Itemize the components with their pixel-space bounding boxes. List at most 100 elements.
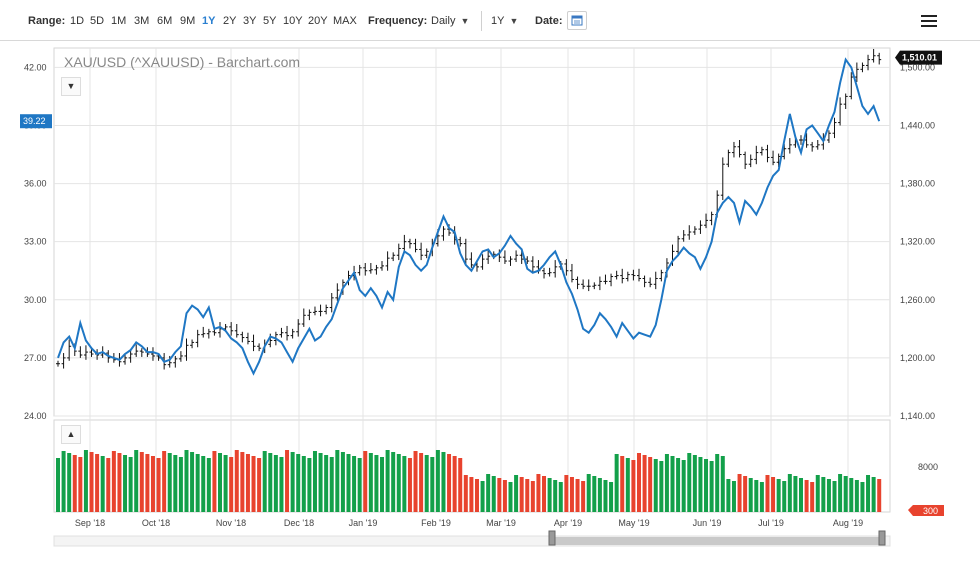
volume-bar xyxy=(458,458,463,512)
volume-bar xyxy=(491,476,496,512)
volume-bar xyxy=(737,474,742,512)
range-9m[interactable]: 9M xyxy=(180,15,196,27)
y-right-tick-label: 1,500.00 xyxy=(900,62,935,72)
date-label: Date: xyxy=(535,15,563,27)
range-3y[interactable]: 3Y xyxy=(243,15,257,27)
volume-bar xyxy=(525,479,530,512)
volume-bar xyxy=(776,479,781,512)
volume-bar xyxy=(731,481,736,512)
volume-bar xyxy=(759,482,764,512)
volume-bar xyxy=(575,479,580,512)
plot-area xyxy=(53,47,891,417)
volume-bar xyxy=(447,454,452,512)
volume-bar xyxy=(782,481,787,512)
volume-bar xyxy=(128,457,133,512)
range-1m[interactable]: 1M xyxy=(111,15,127,27)
volume-bar xyxy=(190,452,195,512)
volume-bar xyxy=(145,454,150,512)
volume-bar xyxy=(67,453,72,512)
volume-bar xyxy=(743,476,748,512)
volume-bar xyxy=(357,458,362,512)
volume-bar xyxy=(474,479,479,512)
volume-bar xyxy=(435,450,440,512)
volume-bar xyxy=(810,482,815,512)
volume-bar xyxy=(798,478,803,512)
range-20y[interactable]: 20Y xyxy=(308,15,328,27)
volume-bar xyxy=(838,474,843,512)
volume-bar xyxy=(173,455,178,512)
volume-bar xyxy=(251,456,256,512)
volume-bar xyxy=(653,459,658,512)
volume-bar xyxy=(206,458,211,512)
hamburger-menu-icon[interactable] xyxy=(921,15,937,30)
x-tick-label: Jan '19 xyxy=(349,518,378,528)
range-1y[interactable]: 1Y xyxy=(202,15,216,27)
period-value: 1Y xyxy=(491,15,505,27)
volume-bar xyxy=(430,457,435,512)
frequency-value: Daily xyxy=(431,15,456,27)
volume-bar xyxy=(262,451,267,512)
range-10y[interactable]: 10Y xyxy=(283,15,303,27)
volume-bar xyxy=(245,454,250,512)
volume-bar xyxy=(441,452,446,512)
volume-bar xyxy=(346,454,351,512)
volume-bar xyxy=(340,452,345,512)
volume-bar xyxy=(519,477,524,512)
collapse-panel-button[interactable]: ▼ xyxy=(61,77,81,96)
volume-bar xyxy=(463,475,468,512)
calendar-icon xyxy=(571,15,583,26)
volume-bar xyxy=(363,451,368,512)
volume-bar xyxy=(547,478,552,512)
volume-bar xyxy=(385,450,390,512)
volume-bar xyxy=(162,451,167,512)
volume-bar xyxy=(480,481,485,512)
volume-bar xyxy=(83,450,88,512)
volume-bar xyxy=(569,477,574,512)
y-right-tick-label: 1,320.00 xyxy=(900,237,935,247)
volume-bar xyxy=(530,481,535,512)
volume-bar xyxy=(514,475,519,512)
volume-bar xyxy=(424,455,429,512)
range-5y[interactable]: 5Y xyxy=(263,15,277,27)
volume-bar xyxy=(832,481,837,512)
volume-bar xyxy=(692,455,697,512)
period-dropdown[interactable]: 1Y ▼ xyxy=(491,15,518,27)
frequency-label: Frequency: xyxy=(368,15,428,27)
range-2y[interactable]: 2Y xyxy=(223,15,237,27)
expand-volume-button[interactable]: ▲ xyxy=(61,425,81,444)
volume-bar xyxy=(726,479,731,512)
volume-bar xyxy=(240,452,245,512)
volume-bar xyxy=(793,476,798,512)
x-tick-label: Sep '18 xyxy=(75,518,105,528)
calendar-button[interactable] xyxy=(567,11,587,30)
chart-title: XAU/USD (^XAUUSD) - Barchart.com xyxy=(64,54,301,70)
range-6m[interactable]: 6M xyxy=(157,15,173,27)
volume-bar xyxy=(167,453,172,512)
volume-bar xyxy=(854,480,859,512)
x-tick-label: Jul '19 xyxy=(758,518,784,528)
volume-bar xyxy=(296,454,301,512)
volume-bar xyxy=(318,453,323,512)
y-right-tick-label: 1,380.00 xyxy=(900,179,935,189)
frequency-dropdown[interactable]: Daily ▼ xyxy=(431,15,469,27)
volume-bar xyxy=(184,450,189,512)
volume-bar xyxy=(877,479,882,512)
volume-last-badge xyxy=(908,505,944,516)
range-5d[interactable]: 5D xyxy=(90,15,105,27)
y-left-tick-label: 30.00 xyxy=(24,295,47,305)
volume-tick-label: 8000 xyxy=(918,462,938,472)
volume-last-value: 300 xyxy=(923,506,938,516)
volume-bar xyxy=(72,455,77,512)
volume-bar xyxy=(218,453,223,512)
volume-bar xyxy=(787,474,792,512)
volume-bar xyxy=(469,477,474,512)
range-3m[interactable]: 3M xyxy=(134,15,150,27)
volume-bar xyxy=(396,454,401,512)
x-tick-label: Apr '19 xyxy=(554,518,582,528)
volume-bar xyxy=(301,456,306,512)
range-max[interactable]: MAX xyxy=(333,15,357,27)
volume-bar xyxy=(536,474,541,512)
volume-bar xyxy=(290,452,295,512)
range-1d[interactable]: 1D xyxy=(70,15,85,27)
volume-bar xyxy=(201,456,206,512)
